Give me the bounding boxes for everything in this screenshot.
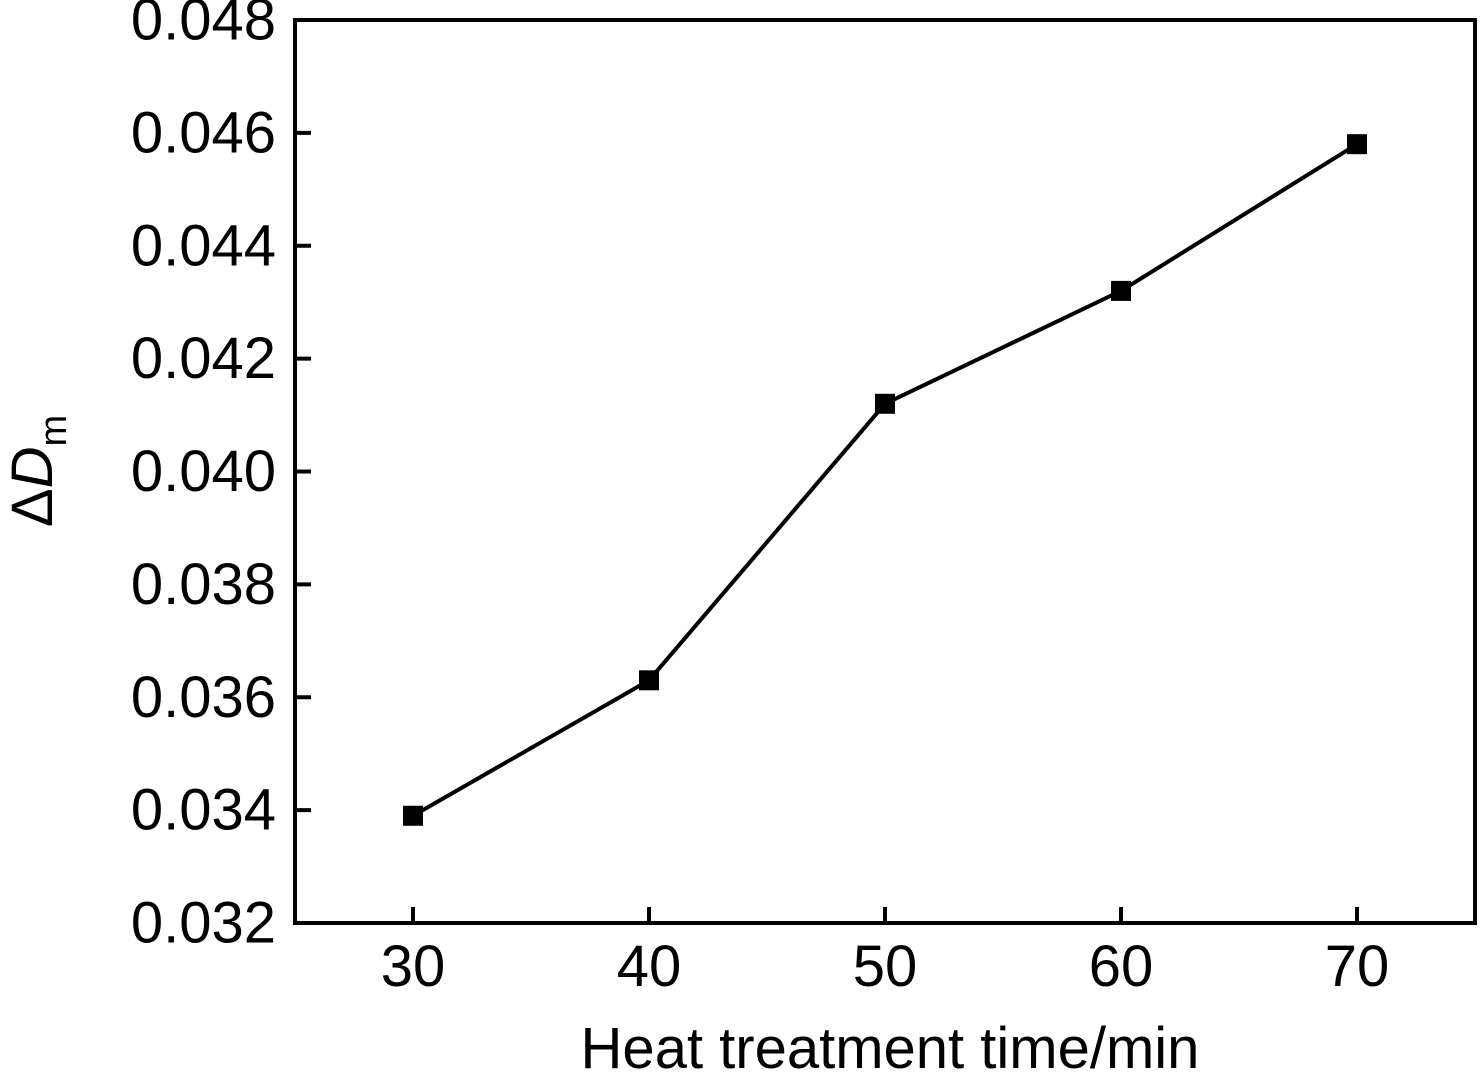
plot-frame [293, 18, 1477, 925]
y-tick-label: 0.036 [131, 665, 276, 730]
y-tick-label: 0.042 [131, 326, 276, 391]
x-tick-label: 50 [853, 934, 918, 999]
data-point [1111, 280, 1131, 301]
y-tick-label: 0.032 [131, 891, 276, 956]
data-point [403, 805, 423, 826]
y-tick-label: 0.048 [131, 0, 276, 53]
x-tick-label: 60 [1089, 934, 1154, 999]
x-tick-label: 30 [381, 934, 446, 999]
y-tick-label: 0.046 [131, 100, 276, 165]
y-axis-title: ΔDm [0, 415, 75, 527]
data-points [403, 134, 1367, 826]
y-tick-label: 0.034 [131, 778, 276, 843]
y-axis-ticks: 0.032 0.034 0.036 0.038 0.040 0.042 0.044 0.046… [131, 0, 311, 956]
series-line [412, 142, 1359, 818]
x-axis-title: Heat treatment time/min [581, 1016, 1200, 1072]
y-axis-title-main: D [0, 447, 65, 489]
y-tick-label: 0.044 [131, 213, 276, 278]
x-tick-label: 70 [1325, 934, 1390, 999]
y-tick-label: 0.038 [131, 552, 276, 617]
data-point [639, 670, 659, 691]
y-axis-title-subscript: m [33, 415, 75, 447]
data-point [1347, 134, 1367, 155]
x-axis-ticks: 30 40 50 60 70 [381, 907, 1390, 999]
y-axis-title-prefix: Δ [0, 488, 65, 527]
data-point [875, 393, 895, 414]
y-tick-label: 0.040 [131, 439, 276, 504]
x-tick-label: 40 [617, 934, 682, 999]
